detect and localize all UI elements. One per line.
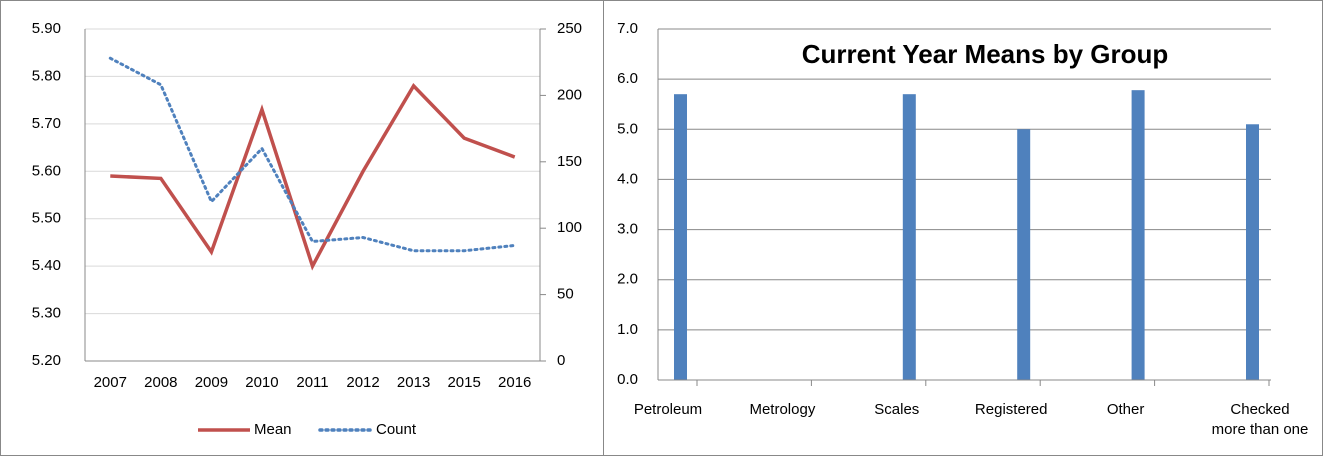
y-tick-label: 5.50 [32, 210, 61, 227]
x-tick-label: 2013 [397, 374, 430, 391]
y2-tick-label: 200 [557, 86, 582, 103]
legend-label: Count [376, 421, 417, 438]
x-tick-label: 2010 [245, 374, 278, 391]
chart-title: Current Year Means by Group [802, 39, 1169, 69]
y-tick-label: 5.70 [32, 115, 61, 132]
y-tick-label: 5.80 [32, 67, 61, 84]
x-tick-label: 2012 [346, 374, 379, 391]
x-tick-label: Registered [975, 401, 1048, 418]
y-tick-label: 7.0 [617, 20, 638, 37]
bar [1246, 124, 1259, 381]
y2-tick-label: 250 [557, 20, 582, 37]
y2-tick-label: 50 [557, 286, 574, 303]
y-tick-label: 5.30 [32, 305, 61, 322]
x-tick-label: Scales [874, 401, 919, 418]
y-tick-label: 5.20 [32, 352, 61, 369]
y-tick-label: 5.90 [32, 20, 61, 37]
x-tick-label: 2009 [195, 374, 228, 391]
y2-tick-label: 100 [557, 219, 582, 236]
y-tick-label: 5.60 [32, 162, 61, 179]
y2-tick-label: 150 [557, 153, 582, 170]
y-tick-label: 1.0 [617, 321, 638, 338]
x-tick-label: 2015 [447, 374, 480, 391]
y2-tick-label: 0 [557, 352, 565, 369]
y-tick-label: 0.0 [617, 371, 638, 388]
x-tick-label: Other [1107, 401, 1145, 418]
x-tick-label: Checked more than one [1212, 401, 1309, 438]
x-tick-label: 2008 [144, 374, 177, 391]
x-tick-label: Petroleum [634, 401, 702, 418]
series-line [110, 83, 516, 271]
bar [1017, 129, 1031, 380]
y-tick-label: 5.40 [32, 257, 61, 274]
y-tick-label: 5.0 [617, 120, 638, 137]
bar [1131, 90, 1145, 380]
x-tick-label: Metrology [749, 401, 815, 418]
y-tick-label: 6.0 [617, 70, 638, 87]
bar [674, 94, 687, 380]
bar [902, 94, 916, 380]
y-tick-label: 2.0 [617, 271, 638, 288]
y-tick-label: 3.0 [617, 221, 638, 238]
legend-label: Mean [254, 421, 292, 438]
series-line [108, 56, 517, 253]
y-tick-label: 4.0 [617, 170, 638, 187]
x-tick-label: 2007 [94, 374, 127, 391]
x-tick-label: 2016 [498, 374, 531, 391]
x-tick-label: 2011 [296, 374, 328, 391]
